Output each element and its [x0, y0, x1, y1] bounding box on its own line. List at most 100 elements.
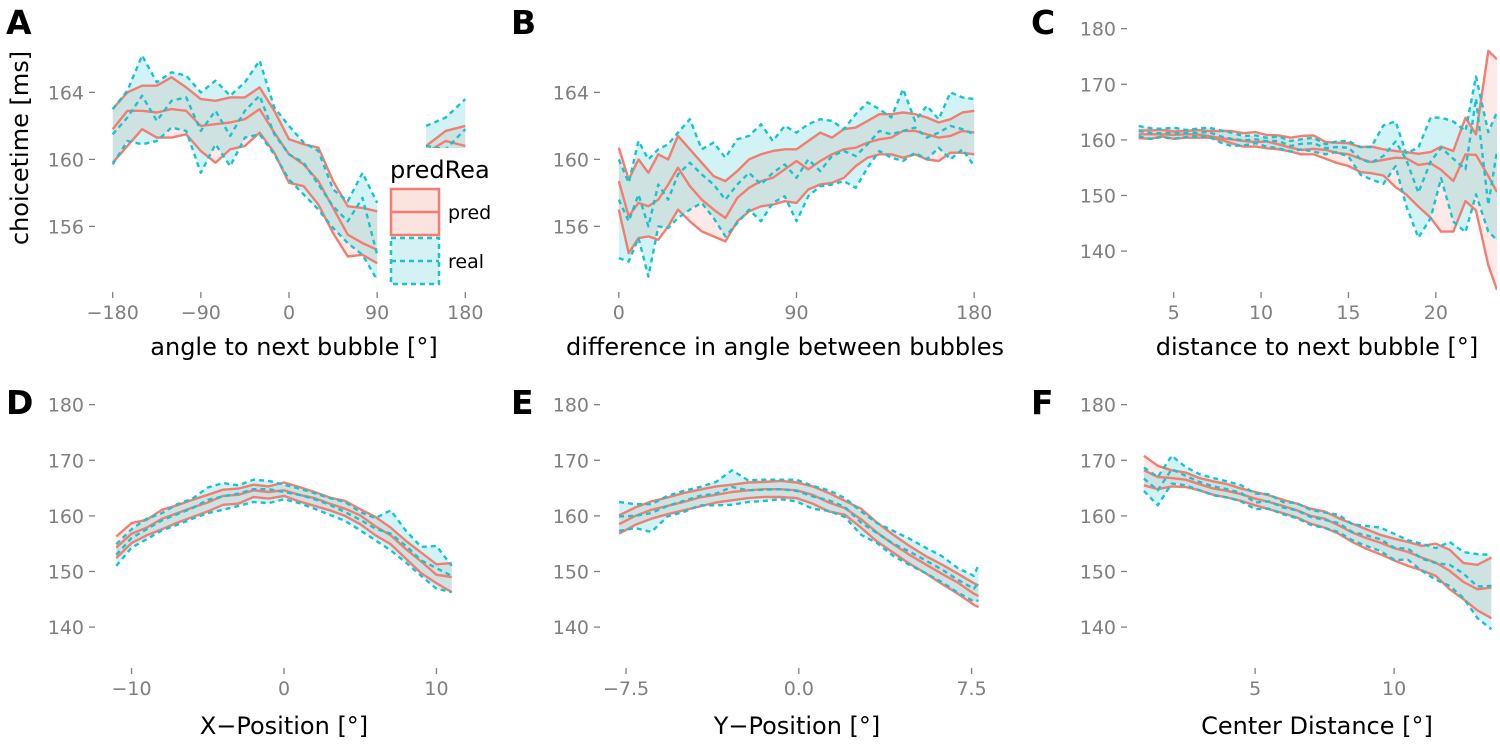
- panel-b-real-band-1: [618, 89, 975, 277]
- panel-f: 5 10 140 150 160 170 180 F Center Distance [°]: [1031, 383, 1493, 740]
- panel-f-xtick-label: 10: [1382, 678, 1406, 700]
- panel-d: −10 0 10 140 150 160 170 180 D X−Position [°]: [6, 383, 453, 740]
- panel-a-xlabel: angle to next bubble [°]: [150, 333, 437, 361]
- panel-f-xlabel: Center Distance [°]: [1201, 712, 1433, 740]
- panel-d-real-band-1: [116, 479, 452, 593]
- panel-b: 0 90 180 156 160 164 B difference in angle be…: [511, 3, 1004, 361]
- panel-d-real-upper-line-1: [115, 478, 453, 567]
- panel-d-ytick-label: 160: [48, 506, 84, 528]
- panel-c-pred-upper-line-0: [1138, 49, 1497, 156]
- panel-c-xtick-label: 15: [1336, 302, 1360, 324]
- panel-d-letter: D: [6, 383, 33, 422]
- panel-d-xlabel: X−Position [°]: [200, 712, 368, 740]
- panel-e-ytick-label: 150: [553, 561, 589, 583]
- panel-b-plot: [617, 87, 976, 278]
- panel-b-ytick-label: 156: [553, 216, 589, 238]
- panel-a-xtick-label: 180: [447, 302, 483, 324]
- panel-c-pred-band-0: [1138, 50, 1497, 290]
- panel-f-plot: [1143, 454, 1493, 631]
- panel-e-pred-lower-line-0: [618, 495, 980, 609]
- panel-c-real-mean-line-1: [1138, 97, 1497, 207]
- panel-e-ytick-label: 140: [553, 617, 589, 639]
- panel-a-real-upper-line-1: [111, 54, 379, 204]
- panel-f-real-upper-line-1: [1143, 454, 1492, 556]
- panel-a-pred-upper-line-2: [425, 124, 466, 147]
- panel-e-ticks: −7.5 0.0 7.5 140 150 160 170 180: [553, 395, 987, 700]
- panel-d-ytick-label: 170: [48, 450, 84, 472]
- panel-f-ytick-label: 150: [1080, 561, 1116, 583]
- panel-b-xtick-label: 0: [613, 302, 625, 324]
- panel-d-pred-mean-line-0: [115, 489, 452, 579]
- panel-e-xlabel: Y−Position [°]: [713, 712, 881, 740]
- panel-f-ytick-label: 170: [1080, 450, 1116, 472]
- panel-a-real-lower-line-1: [111, 126, 379, 281]
- panel-b-xtick-label: 90: [784, 302, 808, 324]
- panel-c-ytick-label: 180: [1080, 19, 1116, 41]
- panel-d-pred-lower-line-0: [115, 494, 453, 594]
- legend-label-real: real: [448, 251, 484, 273]
- panel-e-plot: [618, 469, 980, 609]
- panel-a-ticks: −180 −90 0 90 180 156 160 164: [48, 82, 484, 324]
- panel-f-pred-band-0: [1143, 455, 1492, 619]
- panel-d-real-mean-line-1: [115, 488, 453, 577]
- panel-e-real-mean-line-1: [619, 485, 980, 590]
- panel-a: −180 −90 0 90 180 156 160 164 A angle to next b…: [6, 3, 483, 361]
- panel-b-pred-mean-line-0: [617, 129, 975, 220]
- panel-f-real-lower-line-1: [1143, 482, 1493, 631]
- panel-e-ytick-label: 160: [553, 506, 589, 528]
- panel-e-xtick-label: −7.5: [603, 678, 649, 700]
- panel-b-letter: B: [511, 3, 536, 42]
- panel-e-ytick-label: 180: [553, 395, 589, 417]
- panel-e-letter: E: [511, 383, 534, 422]
- panel-e-xtick-label: 0.0: [784, 678, 814, 700]
- panel-f-ytick-label: 140: [1080, 617, 1116, 639]
- panel-c: 5 10 15 20 140 150 160 170 180 C distance to nex…: [1031, 3, 1497, 361]
- panel-f-real-band-1: [1143, 455, 1492, 630]
- panel-d-xtick-label: −10: [111, 678, 151, 700]
- legend: predRea pred real: [383, 148, 501, 290]
- panel-e-pred-upper-line-0: [618, 479, 980, 587]
- panel-a-xtick-label: −180: [87, 302, 139, 324]
- legend-title: predRea: [390, 156, 490, 184]
- panel-c-xtick-label: 10: [1249, 302, 1273, 324]
- panel-c-xlabel: distance to next bubble [°]: [1156, 333, 1479, 361]
- panel-a-ytick-label: 156: [48, 216, 84, 238]
- panel-a-ylabel: choicetime [ms]: [6, 51, 34, 245]
- panel-a-pred-upper-line-0: [111, 76, 378, 213]
- panel-f-real-mean-line-1: [1143, 468, 1492, 588]
- panel-a-real-upper-line-3: [425, 98, 467, 128]
- panel-a-ytick-label: 164: [48, 82, 84, 104]
- legend-key-pred: [389, 187, 441, 237]
- panel-d-ytick-label: 150: [48, 561, 84, 583]
- panel-a-real-band-1: [112, 55, 378, 280]
- panel-b-real-lower-line-1: [618, 146, 976, 278]
- panel-c-pred-lower-line-0: [1138, 135, 1497, 290]
- panel-b-ytick-label: 160: [553, 149, 589, 171]
- panel-c-real-band-1: [1138, 76, 1497, 240]
- panel-d-xtick-label: 10: [424, 678, 448, 700]
- panel-a-xtick-label: 0: [283, 302, 295, 324]
- panel-f-ytick-label: 180: [1080, 395, 1116, 417]
- panel-c-pred-mean-line-0: [1138, 133, 1497, 193]
- panel-f-ticks: 5 10 140 150 160 170 180: [1080, 395, 1406, 700]
- panel-c-real-lower-line-1: [1138, 135, 1497, 241]
- panel-a-letter: A: [6, 3, 32, 42]
- panel-a-ytick-label: 160: [48, 149, 84, 171]
- panel-b-real-upper-line-1: [617, 87, 975, 185]
- panel-c-ticks: 5 10 15 20 140 150 160 170 180: [1080, 19, 1448, 324]
- panel-b-ytick-label: 164: [553, 82, 589, 104]
- panel-c-ytick-label: 170: [1080, 74, 1116, 96]
- legend-key-real: [389, 236, 441, 286]
- panel-a-pred-mean-line-0: [111, 107, 378, 251]
- panel-b-ticks: 0 90 180 156 160 164: [553, 82, 993, 324]
- panel-b-xtick-label: 180: [956, 302, 992, 324]
- panel-a-xtick-label: −90: [181, 302, 221, 324]
- panel-c-ytick-label: 150: [1080, 185, 1116, 207]
- panel-f-ytick-label: 160: [1080, 506, 1116, 528]
- legend-label-pred: pred: [448, 202, 491, 224]
- panel-a-real-mean-line-1: [111, 94, 379, 256]
- panel-c-letter: C: [1031, 3, 1055, 42]
- panel-a-pred-band-0: [112, 77, 378, 264]
- panel-e-xtick-label: 7.5: [956, 678, 986, 700]
